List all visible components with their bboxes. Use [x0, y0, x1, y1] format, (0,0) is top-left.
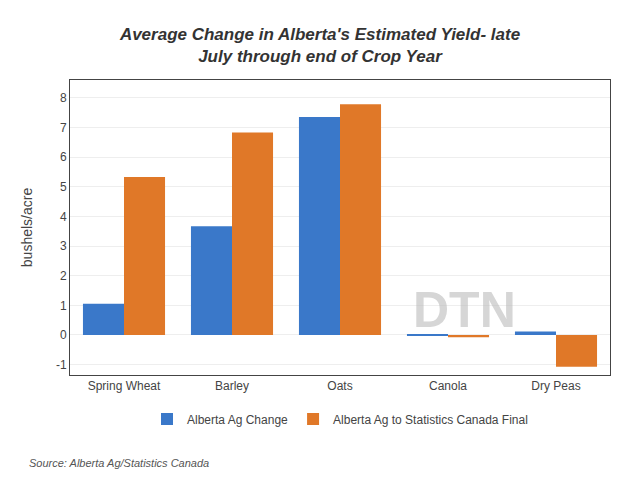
svg-text:bushels/acre: bushels/acre [19, 188, 35, 268]
svg-text:0: 0 [60, 328, 67, 342]
svg-text:Alberta Ag to Statistics Canad: Alberta Ag to Statistics Canada Final [333, 413, 528, 427]
svg-text:3: 3 [60, 239, 67, 253]
svg-text:DTN: DTN [413, 282, 516, 338]
svg-text:Source: Alberta Ag/Statistics: Source: Alberta Ag/Statistics Canada [29, 457, 209, 469]
svg-text:6: 6 [60, 150, 67, 164]
svg-text:1: 1 [60, 299, 67, 313]
svg-text:Average Change in Alberta's Es: Average Change in Alberta's Estimated Yi… [119, 25, 520, 66]
svg-text:Canola: Canola [429, 379, 467, 393]
svg-text:Barley: Barley [215, 379, 249, 393]
svg-text:2: 2 [60, 269, 67, 283]
svg-text:Dry Peas: Dry Peas [531, 379, 580, 393]
svg-text:4: 4 [60, 210, 67, 224]
svg-text:Oats: Oats [327, 379, 352, 393]
svg-text:Spring Wheat: Spring Wheat [88, 379, 161, 393]
svg-text:-1: -1 [56, 358, 67, 372]
svg-text:8: 8 [60, 91, 67, 105]
svg-text:7: 7 [60, 121, 67, 135]
svg-text:Alberta Ag Change: Alberta Ag Change [187, 413, 288, 427]
svg-text:5: 5 [60, 180, 67, 194]
